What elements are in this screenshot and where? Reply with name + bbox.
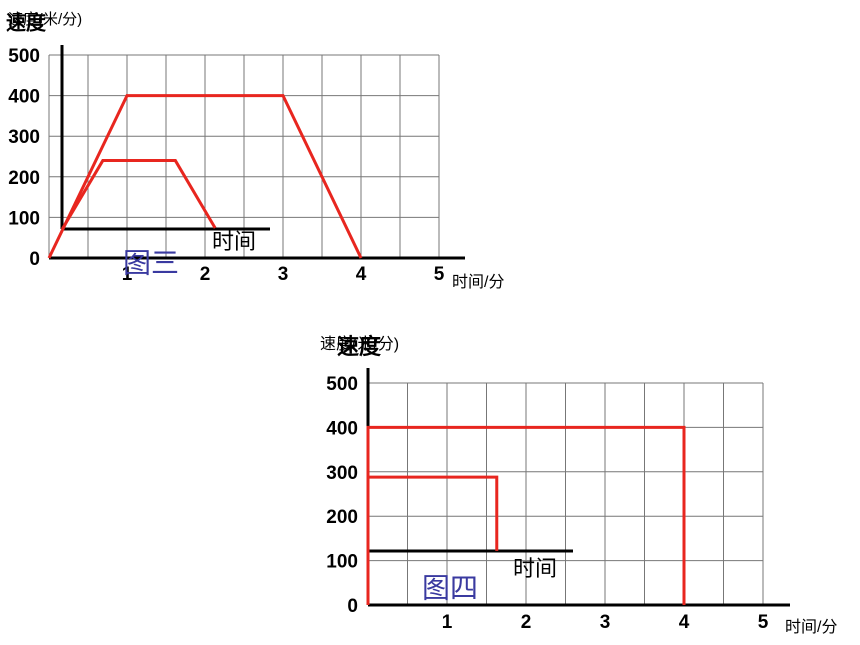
y-tick-label: 0 xyxy=(347,596,358,617)
data-line xyxy=(60,159,217,230)
y-tick-label: 100 xyxy=(8,208,40,229)
y-tick-label: 100 xyxy=(326,552,358,573)
data-line xyxy=(366,475,499,551)
x-tick-label: 1 xyxy=(442,612,453,633)
x-tick-label: 3 xyxy=(278,264,289,285)
x-tick-label: 2 xyxy=(521,612,532,633)
y-tick-label: 500 xyxy=(8,46,40,67)
annotation: 图三 xyxy=(123,247,179,278)
annotation: 时间 xyxy=(212,229,256,254)
x-tick-label: 4 xyxy=(356,264,367,285)
y-tick-label: 400 xyxy=(8,87,40,108)
y-tick-label: 500 xyxy=(326,374,358,395)
y-tick-label: 400 xyxy=(326,418,358,439)
y-tick-label: 200 xyxy=(8,168,40,189)
annotation: 时间 xyxy=(513,556,557,581)
data-line xyxy=(47,94,363,259)
x-tick-label: 3 xyxy=(600,612,611,633)
y-axis-label-overlay: 速度 xyxy=(337,334,382,359)
x-tick-label: 5 xyxy=(434,264,445,285)
x-tick-label: 5 xyxy=(758,612,769,633)
x-tick-label: 4 xyxy=(679,612,690,633)
y-tick-label: 300 xyxy=(326,463,358,484)
y-axis-label: 速度(米/分) xyxy=(320,335,399,353)
y-axis-label-overlay: 速度 xyxy=(6,10,47,34)
x-axis-label: 时间/分 xyxy=(452,273,504,291)
x-tick-label: 1 xyxy=(122,264,133,285)
annotation: 图四 xyxy=(422,572,478,603)
y-tick-label: 0 xyxy=(29,249,40,270)
x-tick-label: 2 xyxy=(200,264,211,285)
y-tick-label: 300 xyxy=(8,127,40,148)
x-axis-label: 时间/分 xyxy=(785,618,837,636)
y-tick-label: 200 xyxy=(326,507,358,528)
y-axis-label: 速度(米/分) xyxy=(8,11,82,28)
